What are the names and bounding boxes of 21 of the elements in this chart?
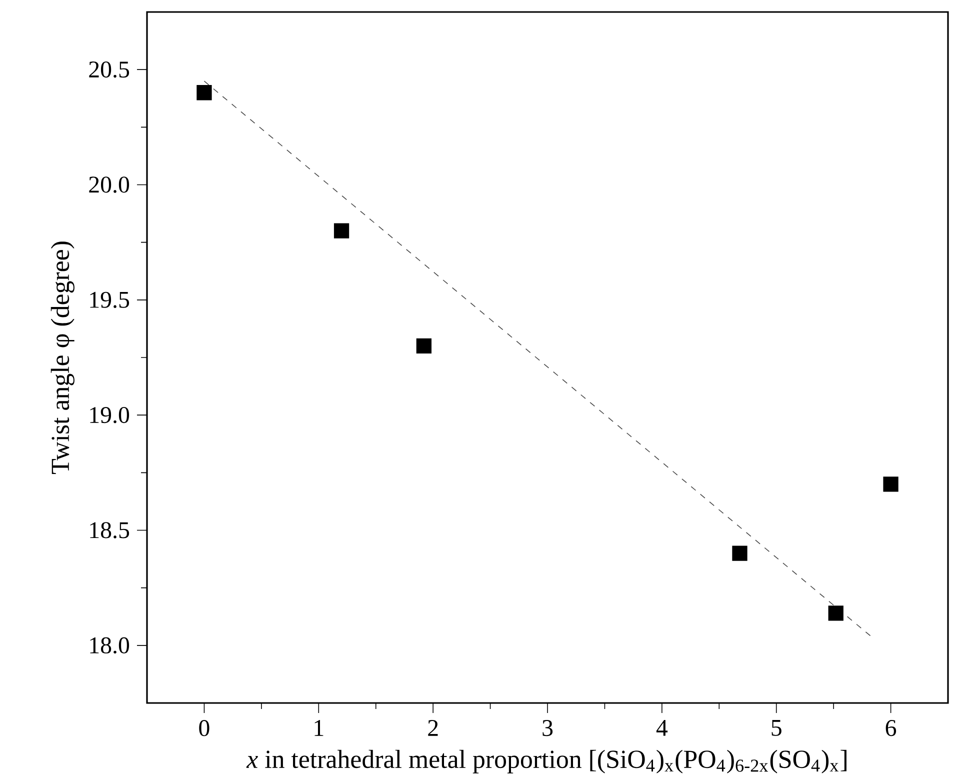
x-tick-label: 3 (542, 720, 553, 736)
point (196, 85, 212, 100)
y-tick-label: 20.0 (89, 176, 130, 193)
y-tick-label: 20.5 (89, 61, 130, 78)
y-axis-title: Twist angle φ (degree) (50, 242, 74, 474)
point (732, 546, 748, 561)
x-tick-label: 1 (314, 720, 324, 736)
x-tick-label: 4 (656, 720, 668, 736)
point (828, 606, 844, 621)
y-tick-label: 18.5 (90, 522, 130, 538)
y-tick-label: 18.0 (90, 637, 130, 654)
y-tick-label: 19.0 (90, 406, 130, 424)
x-tick-label: 2 (428, 720, 438, 736)
point (883, 476, 898, 492)
x-tick-label: 0 (199, 720, 210, 736)
y-tick-label: 19.5 (90, 292, 130, 308)
point (334, 223, 350, 238)
text: x in tetrahedral metal proportion [(SiO$_{4}$)$_{x}$(PO$_{4}$)$_{6-2x}$(SO$_{4}$)$_{x}$] (246, 750, 846, 774)
x-tick-label: 6 (886, 720, 896, 736)
x-tick-label: 5 (772, 720, 782, 736)
point (416, 338, 432, 354)
